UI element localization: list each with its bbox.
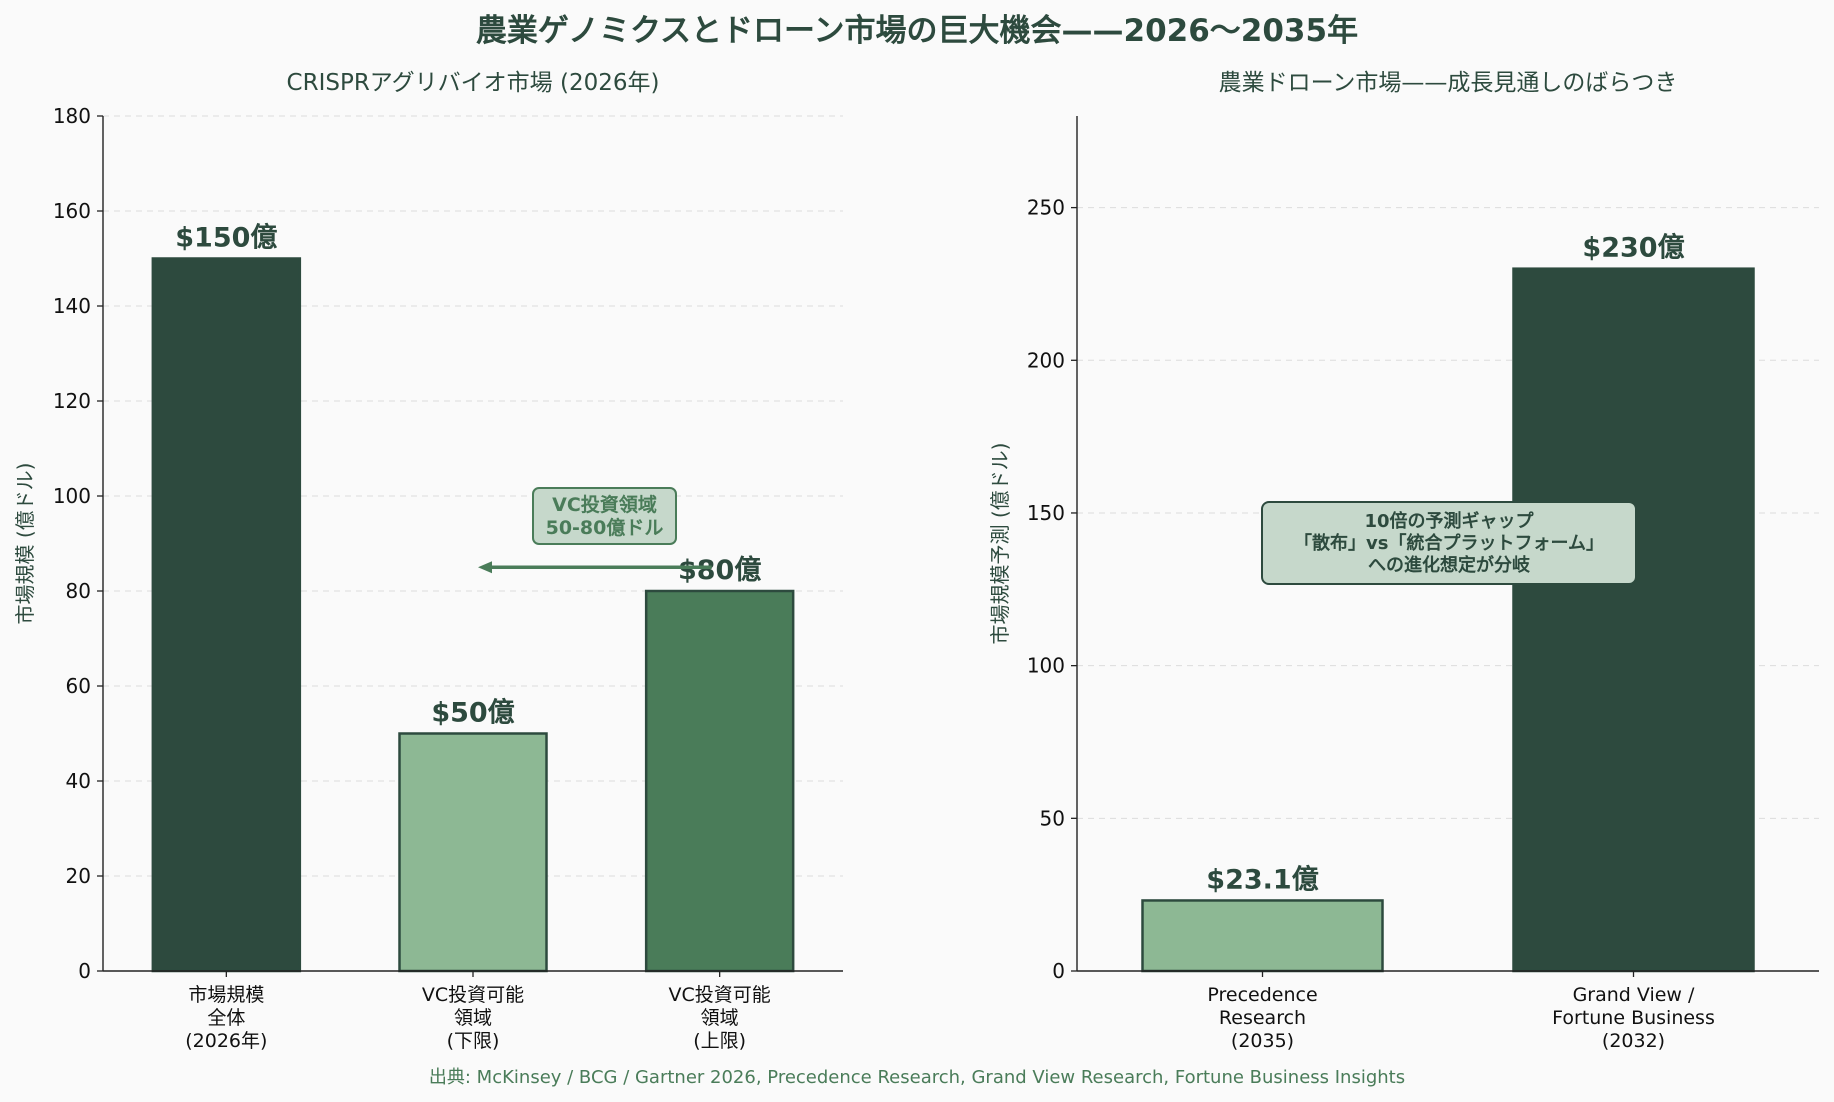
x-tick-label: Fortune Business [1552, 1007, 1715, 1029]
bar-value-label: $150億 [175, 223, 277, 254]
subplot-title: CRISPRアグリバイオ市場 (2026年) [287, 70, 660, 96]
drone-chart: 農業ドローン市場——成長見通しのばらつき 0 50 100 150 200 250 市場規模予… [988, 70, 1819, 1052]
bar-value-label: $50億 [431, 698, 514, 729]
bar-value-label: $23.1億 [1206, 864, 1318, 895]
y-tick-label: 150 [1027, 501, 1065, 525]
bar [151, 257, 302, 973]
annotation-text: 「散布」vs「統合プラットフォーム」 [1294, 532, 1604, 554]
subplot-title: 農業ドローン市場——成長見通しのばらつき [1219, 70, 1678, 96]
y-tick-label: 80 [66, 579, 91, 603]
y-tick-label: 200 [1027, 348, 1065, 372]
annotation-text: 50-80億ドル [546, 516, 664, 539]
y-tick-label: 180 [53, 104, 91, 128]
y-tick-label: 250 [1027, 196, 1065, 220]
bar-value-label: $80億 [678, 555, 761, 586]
bar [1141, 899, 1384, 973]
y-axis-label: 市場規模 (億ドル) [13, 463, 37, 625]
x-tick-label: 領域 [454, 1007, 492, 1029]
y-tick-label: 100 [1027, 654, 1065, 678]
y-tick-label: 0 [1052, 959, 1065, 983]
x-tick-label: VC投資可能 [669, 984, 771, 1006]
annotation-box [1261, 501, 1637, 585]
y-tick-label: 60 [66, 674, 91, 698]
x-tick-label: Precedence [1207, 984, 1317, 1006]
annotation-text: 10倍の予測ギャップ [1364, 510, 1534, 532]
y-tick-label: 0 [78, 959, 91, 983]
y-tick-label: 50 [1040, 806, 1065, 830]
x-tick-label: 領域 [701, 1007, 739, 1029]
bar [1512, 267, 1755, 973]
y-tick-label: 20 [66, 864, 91, 888]
annotation-box [532, 487, 677, 545]
bar [644, 589, 795, 973]
source-note: 出典: McKinsey / BCG / Gartner 2026, Prece… [429, 1067, 1405, 1088]
y-axis-label: 市場規模予測 (億ドル) [988, 443, 1012, 645]
x-tick-label: (2032) [1602, 1030, 1665, 1052]
y-tick-label: 120 [53, 389, 91, 413]
bar [398, 732, 548, 973]
x-tick-label: Grand View / [1573, 984, 1695, 1006]
x-tick-label: 全体 [207, 1007, 245, 1029]
x-tick-label: Research [1219, 1007, 1306, 1029]
y-tick-label: 40 [66, 769, 91, 793]
x-tick-label: (2026年) [185, 1030, 267, 1052]
x-tick-label: (下限) [447, 1030, 500, 1052]
crispr-chart: CRISPRアグリバイオ市場 (2026年) 0 20 40 60 80 100 120 140… [13, 70, 843, 1052]
y-tick-label: 160 [53, 199, 91, 223]
y-tick-label: 100 [53, 484, 91, 508]
annotation-arrowhead [478, 561, 492, 574]
annotation-text: への進化想定が分岐 [1368, 554, 1531, 576]
annotation-text: VC投資領域 [552, 493, 657, 516]
x-tick-label: (上限) [693, 1030, 746, 1052]
y-tick-label: 140 [53, 294, 91, 318]
figure-title: 農業ゲノミクスとドローン市場の巨大機会——2026〜2035年 [476, 13, 1358, 49]
bar-value-label: $230億 [1582, 233, 1684, 264]
x-tick-label: VC投資可能 [422, 984, 524, 1006]
x-tick-label: 市場規模 [188, 984, 264, 1006]
x-tick-label: (2035) [1231, 1030, 1294, 1052]
